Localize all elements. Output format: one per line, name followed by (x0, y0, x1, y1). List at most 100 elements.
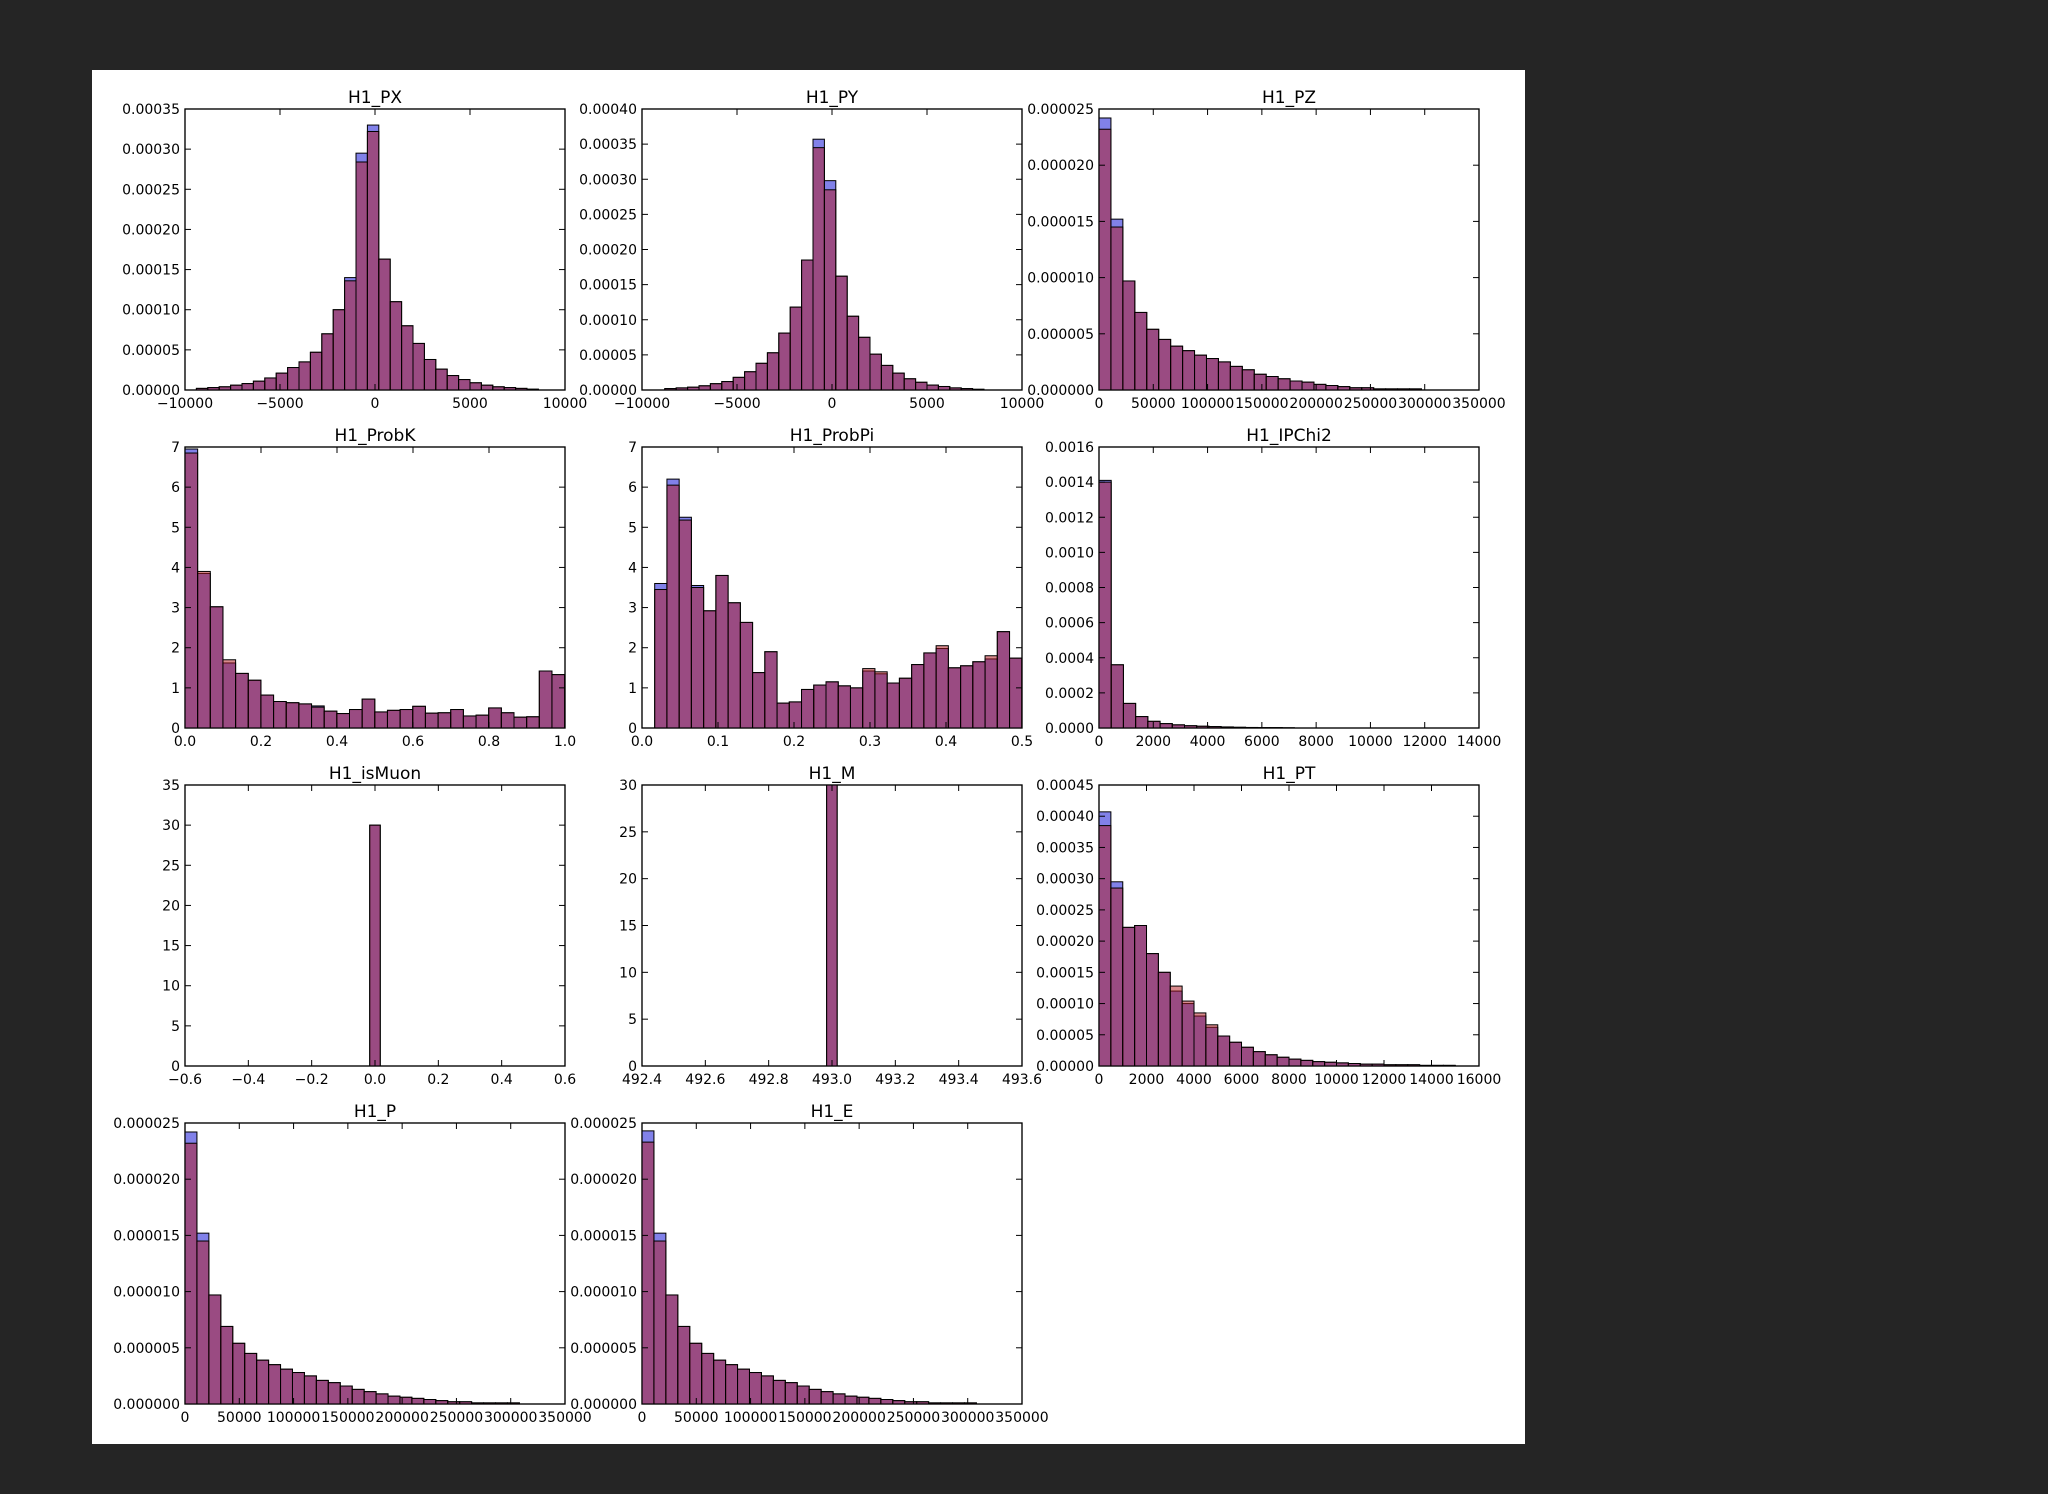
histogram-bar (1217, 1035, 1231, 1067)
x-tick-label: −5000 (256, 396, 303, 412)
histogram-bar (1312, 1061, 1326, 1067)
histogram-bar (1194, 354, 1207, 391)
panel-h1-probk: H1_ProbK 0.0 0.2 0.4 0.6 0.8 1.0 0 1 2 3 4 5 6 7 (171, 426, 576, 750)
y-tick-label: 35 (162, 778, 180, 794)
histogram-bar (755, 362, 768, 391)
histogram-bar (947, 667, 962, 729)
histogram-bar (280, 1368, 293, 1405)
histogram-bar (1135, 716, 1149, 729)
chart-title: H1_P (354, 1102, 396, 1122)
histogram-bar (808, 1388, 822, 1405)
x-tick-label: 492.4 (622, 1072, 662, 1088)
histogram-bar (788, 701, 803, 729)
y-tick-label: 0 (628, 721, 637, 737)
panel-h1-p: H1_P 0 50000 100000 150000 200000 250000 300000… (113, 1102, 592, 1426)
histogram-bar (412, 342, 425, 391)
y-tick-label: 0.00005 (579, 348, 637, 364)
y-tick-label: 0 (171, 1059, 180, 1075)
histogram-bar (1277, 378, 1291, 391)
y-tick-label: 30 (162, 818, 180, 834)
y-tick-label: 0.000020 (113, 1172, 180, 1188)
y-tick-label: 0.000015 (1027, 214, 1094, 230)
histogram-bar (739, 621, 754, 729)
y-tick-label: 5 (171, 1019, 180, 1035)
histogram-bar (1098, 481, 1112, 729)
x-tick-label: 200000 (1289, 396, 1342, 412)
histogram-bar (374, 711, 388, 729)
histogram-bar (801, 688, 815, 729)
x-tick-label: 0.4 (326, 734, 348, 750)
histogram-bar (892, 372, 905, 391)
x-tick-label: 50000 (217, 1410, 262, 1426)
x-tick-label: −10000 (157, 396, 213, 412)
histogram-bar (1229, 1041, 1243, 1067)
histogram-bar (858, 336, 871, 391)
y-tick-label: 0.000005 (1027, 327, 1094, 343)
histogram-bar (1170, 345, 1184, 391)
histogram-bar (551, 674, 566, 729)
histogram-bar (435, 368, 448, 391)
chart-title: H1_isMuon (329, 764, 421, 784)
histogram-bar (355, 161, 368, 391)
y-tick-label: 0.00025 (1036, 903, 1094, 919)
y-tick-label: 0.0004 (1045, 651, 1094, 667)
x-tick-label: 492.6 (685, 1072, 725, 1088)
histogram-bar (513, 716, 528, 729)
histogram-bar (1146, 953, 1159, 1067)
y-tick-label: 25 (162, 858, 180, 874)
histogram-bar (849, 687, 864, 729)
y-tick-label: 0.00040 (1036, 809, 1094, 825)
x-tick-label: 10000 (1314, 1072, 1359, 1088)
histogram-bar (820, 1391, 834, 1405)
histogram-bar (332, 309, 346, 391)
x-tick-label: 10000 (1348, 734, 1393, 750)
histogram-bar (315, 1379, 329, 1405)
y-tick-label: 6 (171, 480, 180, 496)
plot-frame (184, 1122, 566, 1405)
y-tick-label: 25 (619, 825, 637, 841)
histogram-bar (458, 379, 471, 391)
histogram-bar (1252, 1051, 1266, 1067)
y-tick-label: 0.00005 (1036, 1028, 1094, 1044)
y-tick-label: 20 (162, 898, 180, 914)
histogram-bar (701, 1352, 715, 1405)
histogram-bar (721, 381, 734, 391)
histogram-bar (475, 714, 490, 729)
x-tick-label: 150000 (778, 1410, 831, 1426)
x-tick-label: 12000 (1402, 734, 1447, 750)
histogram-bar (469, 382, 482, 391)
x-tick-label: 0.6 (402, 734, 424, 750)
histogram-bar (1325, 385, 1339, 391)
y-tick-label: 0.00010 (1036, 997, 1094, 1013)
histogram-bar (1229, 365, 1243, 391)
x-tick-label: 100000 (267, 1410, 320, 1426)
chart-title: H1_ProbK (334, 426, 416, 446)
x-tick-label: 492.8 (749, 1072, 789, 1088)
histogram-bar (653, 1240, 667, 1405)
y-tick-label: 0.0002 (1045, 686, 1094, 702)
histogram-bar (727, 602, 741, 729)
histogram-bar (666, 484, 680, 729)
x-tick-label: 5000 (909, 396, 945, 412)
histogram-bar (1241, 1046, 1254, 1067)
histogram-bar (1217, 361, 1231, 391)
chart-title: H1_PY (806, 88, 859, 108)
histogram-bar (538, 670, 553, 729)
x-tick-label: −10000 (614, 396, 670, 412)
histogram-bar (321, 333, 334, 391)
histogram-bar (832, 1393, 846, 1405)
y-tick-label: 0.000025 (113, 1116, 180, 1132)
x-tick-label: 493.4 (939, 1072, 979, 1088)
histogram-bar (1009, 657, 1023, 729)
histogram-bar (480, 384, 494, 391)
x-tick-label: 150000 (1235, 396, 1288, 412)
x-tick-label: −0.4 (231, 1072, 265, 1088)
x-tick-label: 0 (181, 1410, 190, 1426)
histogram-bar (1134, 925, 1148, 1067)
histogram-bar (776, 702, 790, 729)
histogram-bar (784, 1382, 798, 1405)
plot-area (1098, 446, 1480, 729)
histogram-bar (1146, 328, 1160, 391)
y-tick-label: 0.0014 (1045, 475, 1094, 491)
histogram-bar (1241, 369, 1255, 391)
